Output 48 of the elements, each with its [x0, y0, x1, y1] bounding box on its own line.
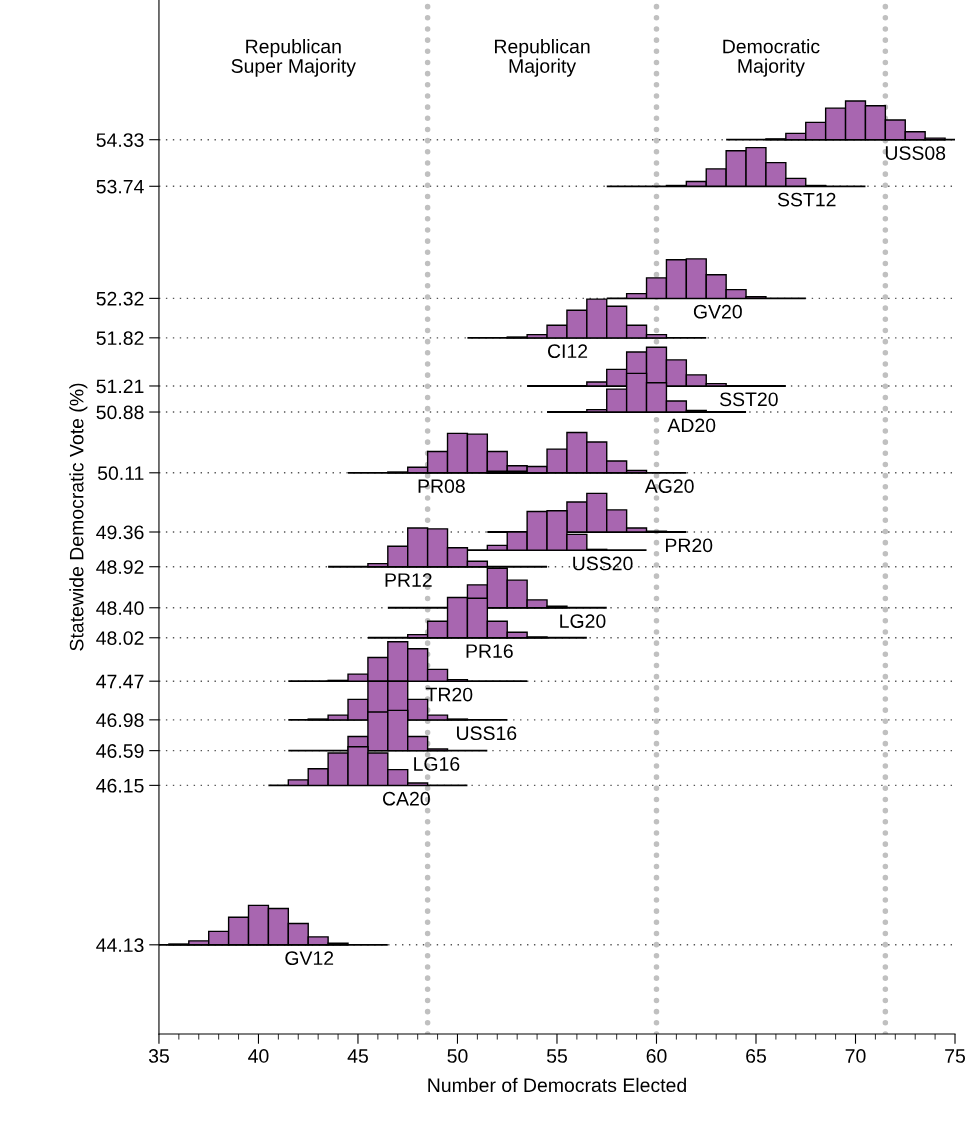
y-tick-label: 52.32: [96, 291, 144, 306]
series-label: SST20: [719, 392, 778, 407]
annotation: Republican Majority: [495, 39, 590, 77]
series-label: GV20: [693, 304, 742, 319]
series-label: TR20: [425, 687, 473, 702]
y-tick-label: 46.98: [96, 713, 144, 728]
x-tick-label: 40: [248, 1049, 269, 1063]
x-tick-label: 70: [845, 1049, 866, 1063]
x-axis-title: Number of Democrats Elected: [428, 1077, 686, 1093]
y-tick-label: 46.15: [96, 778, 144, 793]
series-label: USS08: [885, 146, 946, 160]
annotation: Republican Super Majority: [231, 39, 356, 77]
y-tick-label: 47.47: [96, 674, 144, 689]
series-label: LG16: [414, 757, 460, 771]
y-tick-label: 51.82: [96, 331, 144, 346]
series-label: PR16: [466, 644, 513, 658]
y-tick-label: 53.74: [96, 179, 144, 194]
series-label: AD20: [667, 418, 716, 433]
series-label: CA20: [383, 791, 430, 806]
series-label: USS16: [457, 726, 517, 741]
series-label: USS20: [573, 556, 633, 571]
y-tick-label: 49.36: [96, 525, 144, 540]
series-label: PR20: [666, 538, 713, 553]
x-tick-label: 45: [347, 1049, 368, 1063]
y-tick-label: 50.11: [97, 466, 144, 481]
y-axis-title: Statewide Democratic Vote (%): [69, 383, 88, 651]
x-tick-label: 75: [945, 1049, 966, 1063]
annotation: Democratic Majority: [723, 39, 820, 77]
series-label: GV12: [285, 951, 334, 966]
series-label: LG20: [560, 614, 606, 628]
x-tick-label: 65: [746, 1049, 766, 1063]
series-label: PR12: [385, 573, 432, 587]
series-label: SST12: [777, 192, 836, 207]
y-tick-label: 48.40: [96, 601, 144, 616]
y-tick-label: 44.13: [96, 938, 144, 953]
series-label: PR08: [418, 479, 465, 494]
series-label: AG20: [644, 479, 694, 494]
x-tick-label: 35: [148, 1049, 169, 1063]
x-tick-label: 50: [447, 1049, 468, 1063]
y-tick-label: 51.21: [96, 379, 144, 394]
y-tick-label: 50.88: [96, 405, 144, 420]
x-tick-label: 60: [646, 1049, 667, 1063]
y-tick-label: 54.33: [96, 133, 144, 147]
y-tick-label: 48.02: [96, 631, 144, 646]
y-tick-label: 46.59: [96, 744, 144, 758]
series-label: CI12: [547, 344, 588, 359]
y-tick-label: 48.92: [96, 560, 144, 574]
x-tick-label: 55: [546, 1049, 567, 1063]
